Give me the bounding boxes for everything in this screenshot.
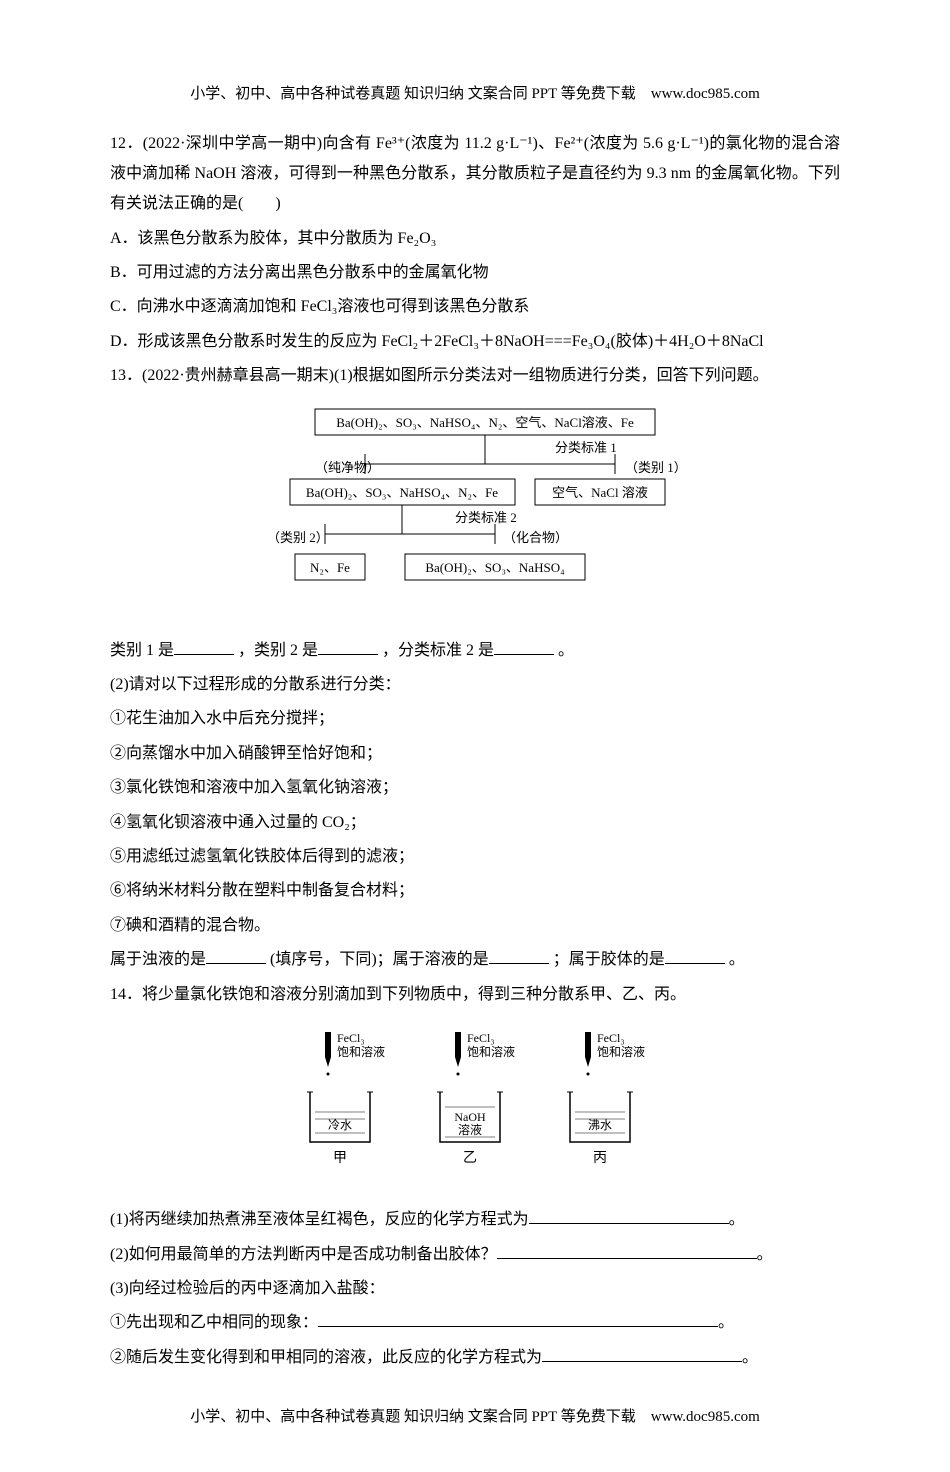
q13-i3: ③氯化铁饱和溶液中加入氢氧化钠溶液； [110, 773, 840, 803]
q14-p2a: (2)如何用最简单的方法判断丙中是否成功制备出胶体？ [110, 1246, 497, 1263]
q13-l1d: 。 [558, 642, 574, 659]
q14-p1b: 。 [729, 1211, 745, 1228]
q13-l1a: 类别 1 是 [110, 642, 174, 659]
q13-l1b: ，类别 2 是 [238, 642, 318, 659]
dropper-label-a2: 饱和溶液 [337, 1044, 385, 1059]
q13-c3: ；属于胶体的是 [553, 951, 665, 968]
beaker-c-content: 沸水 [588, 1118, 612, 1132]
q13-p2: (2)请对以下过程形成的分散系进行分类： [110, 670, 840, 700]
classification-tree: Ba(OH)₂、SO₃、NaHSO₄、N₂、空气、NaCl溶液、Fe 分类标准 … [255, 404, 695, 624]
q14-p2: (2)如何用最简单的方法判断丙中是否成功制备出胶体？ 。 [110, 1240, 840, 1270]
blank-cat1 [174, 639, 234, 655]
q14-p1: (1)将丙继续加热煮沸至液体呈红褐色，反应的化学方程式为 。 [110, 1205, 840, 1235]
tree-top: Ba(OH)₂、SO₃、NaHSO₄、N₂、空气、NaCl溶液、Fe [336, 415, 634, 430]
q13-c2: (填序号，下同)；属于溶液的是 [270, 951, 489, 968]
q12-opt-c: C．向沸水中逐滴滴加饱和 FeCl₃溶液也可得到该黑色分散系 [110, 292, 840, 322]
q12-opt-a: A．该黑色分散系为胶体，其中分散质为 Fe₂O₃ [110, 224, 840, 254]
dropper-label-c2: 饱和溶液 [597, 1044, 645, 1059]
q14-p2b: 。 [757, 1246, 773, 1263]
std1-label: 分类标准 1 [555, 440, 617, 455]
q13-i7: ⑦碘和酒精的混合物。 [110, 911, 840, 941]
beaker-a-label: 甲 [333, 1151, 347, 1166]
beaker-diagram: FeCl₃ 饱和溶液 冷水 甲 FeCl₃ 饱和溶液 NaOH 溶液 [295, 1022, 655, 1182]
q14-p3-2: ②随后发生变化得到和甲相同的溶液，此反应的化学方程式为 。 [110, 1343, 840, 1373]
q13-l1c: ，分类标准 2 是 [382, 642, 494, 659]
blank-method [497, 1243, 757, 1259]
unit-b: FeCl₃ 饱和溶液 NaOH 溶液 乙 [437, 1031, 515, 1166]
q14-p3-2b: 。 [742, 1349, 758, 1366]
blank-sol [489, 948, 549, 964]
beaker-a-content: 冷水 [328, 1118, 352, 1132]
q13-stem: 13．(2022·贵州赫章县高一期末)(1)根据如图所示分类法对一组物质进行分类… [110, 361, 840, 391]
cat1-label: （类别 1） [625, 460, 687, 475]
unit-a: FeCl₃ 饱和溶液 冷水 甲 [307, 1031, 385, 1166]
q14-p3: (3)向经过检验后的丙中逐滴加入盐酸： [110, 1274, 840, 1304]
q12-opt-d: D．形成该黑色分散系时发生的反应为 FeCl₂＋2FeCl₃＋8NaOH===F… [110, 327, 840, 357]
q14-diagram: FeCl₃ 饱和溶液 冷水 甲 FeCl₃ 饱和溶液 NaOH 溶液 [110, 1022, 840, 1193]
mid-left: Ba(OH)₂、SO₃、NaHSO₄、N₂、Fe [306, 485, 498, 500]
beaker-c-label: 丙 [593, 1151, 607, 1166]
blank-zhuo [206, 948, 266, 964]
blank-eq1 [529, 1208, 729, 1224]
page-header: 小学、初中、高中各种试卷真题 知识归纳 文案合同 PPT 等免费下载 www.d… [110, 80, 840, 109]
compound-label: （化合物） [503, 530, 568, 545]
q13-diagram: Ba(OH)₂、SO₃、NaHSO₄、N₂、空气、NaCl溶液、Fe 分类标准 … [110, 404, 840, 624]
blank-eq2 [542, 1346, 742, 1362]
q13-i1: ①花生油加入水中后充分搅拌； [110, 704, 840, 734]
q13-i6: ⑥将纳米材料分散在塑料中制备复合材料； [110, 876, 840, 906]
blank-col [665, 948, 725, 964]
q14-stem: 14．将少量氯化铁饱和溶液分别滴加到下列物质中，得到三种分散系甲、乙、丙。 [110, 980, 840, 1010]
q13-i5: ⑤用滤纸过滤氢氧化铁胶体后得到的滤液； [110, 842, 840, 872]
blank-std2 [494, 639, 554, 655]
q12-stem: 12．(2022·深圳中学高一期中)向含有 Fe³⁺(浓度为 11.2 g·L⁻… [110, 129, 840, 220]
dropper-label-a1: FeCl₃ [337, 1031, 365, 1045]
beaker-b-content2: 溶液 [458, 1122, 482, 1137]
bot-right: Ba(OH)₂、SO₃、NaHSO₄ [425, 560, 565, 575]
std2-label: 分类标准 2 [455, 510, 517, 525]
q13-c1: 属于浊液的是 [110, 951, 206, 968]
q14-p3-1: ①先出现和乙中相同的现象： 。 [110, 1308, 840, 1338]
q14-p1a: (1)将丙继续加热煮沸至液体呈红褐色，反应的化学方程式为 [110, 1211, 529, 1228]
blank-cat2 [318, 639, 378, 655]
beaker-b-content1: NaOH [454, 1110, 486, 1124]
q13-i2: ②向蒸馏水中加入硝酸钾至恰好饱和； [110, 739, 840, 769]
blank-phenom [318, 1311, 718, 1327]
page-footer: 小学、初中、高中各种试卷真题 知识归纳 文案合同 PPT 等免费下载 www.d… [110, 1403, 840, 1432]
q13-conclusion: 属于浊液的是 (填序号，下同)；属于溶液的是 ；属于胶体的是 。 [110, 945, 840, 975]
q14-p3-1b: 。 [718, 1314, 734, 1331]
beaker-b-label: 乙 [463, 1150, 477, 1166]
mid-right: 空气、NaCl 溶液 [552, 485, 648, 500]
q14-p3-2a: ②随后发生变化得到和甲相同的溶液，此反应的化学方程式为 [110, 1349, 542, 1366]
pure-label: （纯净物） [315, 460, 380, 475]
q14-p3-1a: ①先出现和乙中相同的现象： [110, 1314, 318, 1331]
dropper-label-c1: FeCl₃ [597, 1031, 625, 1045]
unit-c: FeCl₃ 饱和溶液 沸水 丙 [567, 1031, 645, 1166]
dropper-label-b1: FeCl₃ [467, 1031, 495, 1045]
cat2-label: （类别 2） [267, 530, 329, 545]
q13-i4: ④氢氧化钡溶液中通入过量的 CO₂； [110, 808, 840, 838]
bot-left: N₂、Fe [310, 560, 350, 575]
q12-opt-b: B．可用过滤的方法分离出黑色分散系中的金属氧化物 [110, 258, 840, 288]
q13-c4: 。 [729, 951, 745, 968]
dropper-label-b2: 饱和溶液 [467, 1044, 515, 1059]
q13-fill-line1: 类别 1 是 ，类别 2 是 ，分类标准 2 是 。 [110, 636, 840, 666]
